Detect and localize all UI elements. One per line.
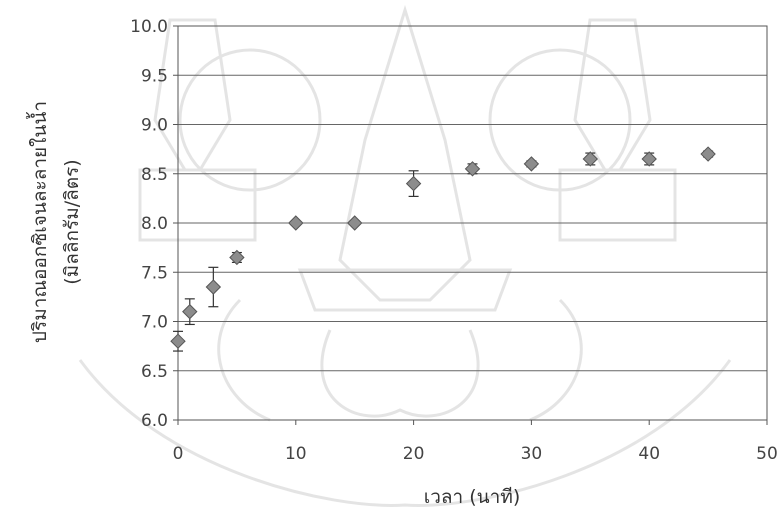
x-tick-label: 30: [521, 444, 543, 464]
y-tick-label: 10.0: [130, 17, 168, 37]
x-tick-label: 10: [285, 444, 307, 464]
data-point: [523, 156, 540, 172]
watermark-emblem: [78, 4, 732, 507]
x-tick-label: 40: [638, 444, 660, 464]
x-axis-ticks: 0 10 20 30 40 50: [173, 420, 778, 464]
data-point: [170, 333, 186, 349]
data-point: [229, 249, 245, 266]
y-tick-label: 7.5: [141, 263, 168, 283]
y-tick-label: 8.5: [141, 165, 168, 185]
y-tick-label: 9.5: [141, 66, 168, 86]
data-point: [346, 215, 363, 231]
y-axis-title-line2: (มิลลิกรัม/ลิตร): [61, 159, 83, 284]
data-point: [641, 151, 657, 167]
y-axis-ticks: 6.0 6.5 7.0 7.5 8.0 8.5 9.0 9.5 10.0: [130, 17, 178, 431]
data-points: [170, 146, 716, 349]
data-point: [288, 215, 304, 231]
y-tick-label: 8.0: [141, 214, 168, 234]
y-tick-label: 7.0: [141, 313, 168, 333]
data-point: [405, 175, 422, 192]
y-tick-label: 9.0: [141, 116, 168, 136]
data-point: [182, 303, 198, 320]
x-tick-label: 50: [756, 444, 778, 464]
y-axis-title-line1: ปริมาณออกซิเจนละลายในน้ำ: [26, 101, 51, 343]
data-point: [464, 161, 481, 177]
x-axis-title: เวลา (นาที): [424, 486, 521, 508]
gridlines: [178, 25, 767, 421]
data-point: [700, 146, 716, 162]
y-tick-label: 6.0: [141, 411, 168, 431]
x-tick-label: 0: [173, 444, 184, 464]
y-tick-label: 6.5: [141, 362, 168, 382]
data-point: [582, 151, 599, 167]
data-point: [205, 279, 222, 295]
x-tick-label: 20: [403, 444, 425, 464]
